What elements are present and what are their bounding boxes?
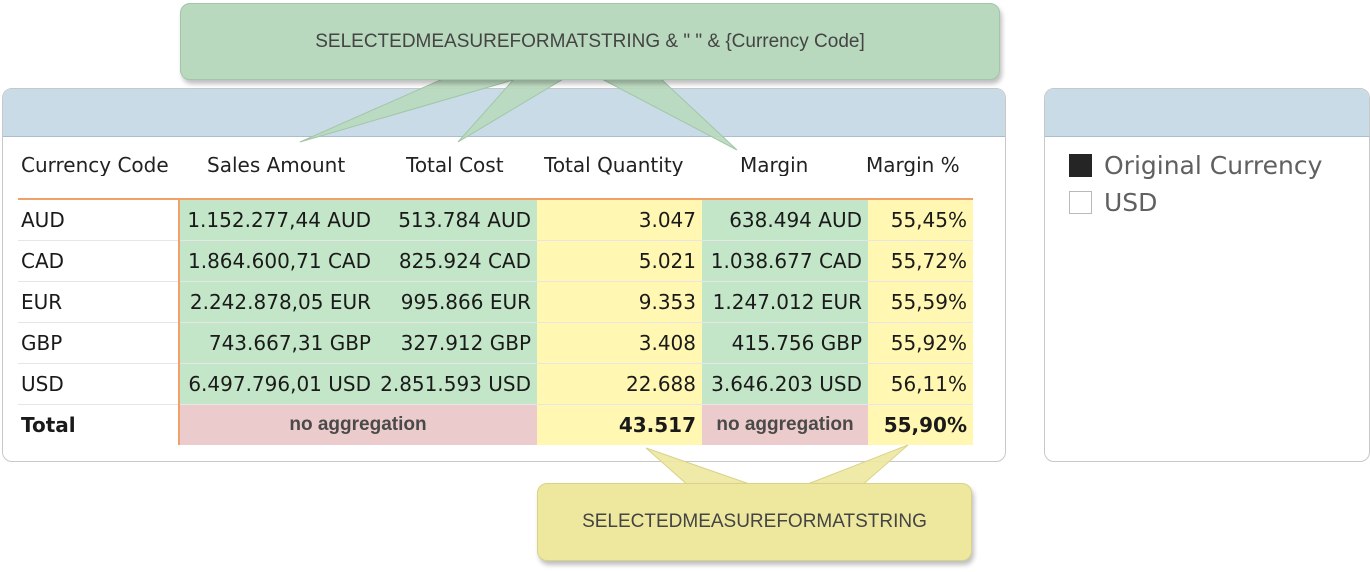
- margin-cell: 1.247.012 EUR: [702, 282, 868, 322]
- total-quantity-cell: 5.021: [537, 241, 702, 281]
- row-label: AUD: [21, 208, 65, 232]
- margin-pct-cell: 55,72%: [868, 241, 973, 281]
- slicer-option-original-currency[interactable]: Original Currency: [1069, 150, 1323, 180]
- column-header-currency-code[interactable]: Currency Code: [21, 154, 169, 176]
- column-header-total-cost[interactable]: Total Cost: [406, 154, 504, 176]
- row-divider: [18, 281, 973, 282]
- margin-cell: 3.646.203 USD: [702, 364, 868, 404]
- callout-text: SELECTEDMEASUREFORMATSTRING & " " & {Cur…: [315, 30, 865, 52]
- row-divider: [18, 322, 973, 323]
- row-header-divider: [178, 200, 180, 445]
- total-cost-cell: 2.851.593 USD: [377, 364, 537, 404]
- column-header-margin[interactable]: Margin: [740, 154, 809, 176]
- row-divider: [18, 404, 973, 405]
- matrix-visual: Currency Code Sales Amount Total Cost To…: [2, 88, 1006, 462]
- slicer-option-label: Original Currency: [1104, 150, 1323, 180]
- sales-cost-no-aggregation: no aggregation: [179, 405, 537, 445]
- slicer-option-usd[interactable]: USD: [1069, 187, 1158, 217]
- margin-pct-total: 55,90%: [868, 405, 973, 445]
- column-header-total-quantity[interactable]: Total Quantity: [544, 154, 684, 176]
- total-quantity-cell: 9.353: [537, 282, 702, 322]
- margin-pct-cell: 55,59%: [868, 282, 973, 322]
- margin-pct-cell: 56,11%: [868, 364, 973, 404]
- total-label: Total: [21, 413, 76, 437]
- total-cost-cell: 327.912 GBP: [377, 323, 537, 363]
- row-label: USD: [21, 372, 64, 396]
- matrix-grid: Currency Code Sales Amount Total Cost To…: [3, 89, 1005, 461]
- margin-pct-cell: 55,92%: [868, 323, 973, 363]
- column-header-margin-pct[interactable]: Margin %: [866, 154, 960, 176]
- slicer-header-bar: [1045, 89, 1369, 137]
- column-header-sales-amount[interactable]: Sales Amount: [207, 154, 346, 176]
- sales-amount-cell: 1.152.277,44 AUD: [179, 200, 377, 240]
- sales-amount-cell: 6.497.796,01 USD: [179, 364, 377, 404]
- row-divider: [18, 363, 973, 364]
- total-cost-cell: 513.784 AUD: [377, 200, 537, 240]
- format-string-callout-default: SELECTEDMEASUREFORMATSTRING: [537, 483, 972, 561]
- row-divider: [18, 240, 973, 241]
- sales-amount-cell: 2.242.878,05 EUR: [179, 282, 377, 322]
- slicer-option-label: USD: [1104, 187, 1158, 217]
- sales-amount-cell: 1.864.600,71 CAD: [179, 241, 377, 281]
- margin-no-aggregation: no aggregation: [702, 405, 868, 445]
- margin-pct-cell: 55,45%: [868, 200, 973, 240]
- row-label: GBP: [21, 331, 63, 355]
- total-quantity-cell: 3.408: [537, 323, 702, 363]
- total-quantity-cell: 3.047: [537, 200, 702, 240]
- total-cost-cell: 995.866 EUR: [377, 282, 537, 322]
- margin-cell: 415.756 GBP: [702, 323, 868, 363]
- margin-cell: 1.038.677 CAD: [702, 241, 868, 281]
- checkbox-checked-icon[interactable]: [1069, 153, 1092, 177]
- total-cost-cell: 825.924 CAD: [377, 241, 537, 281]
- total-quantity-total: 43.517: [537, 405, 702, 445]
- sales-amount-cell: 743.667,31 GBP: [179, 323, 377, 363]
- header-divider: [18, 198, 973, 200]
- currency-slicer: Original Currency USD: [1044, 88, 1370, 462]
- total-quantity-cell: 22.688: [537, 364, 702, 404]
- checkbox-unchecked-icon[interactable]: [1069, 190, 1092, 214]
- row-label: CAD: [21, 249, 65, 273]
- callout-text: SELECTEDMEASUREFORMATSTRING: [582, 511, 927, 532]
- row-label: EUR: [21, 290, 63, 314]
- margin-cell: 638.494 AUD: [702, 200, 868, 240]
- format-string-callout-currency: SELECTEDMEASUREFORMATSTRING & " " & {Cur…: [180, 3, 1000, 80]
